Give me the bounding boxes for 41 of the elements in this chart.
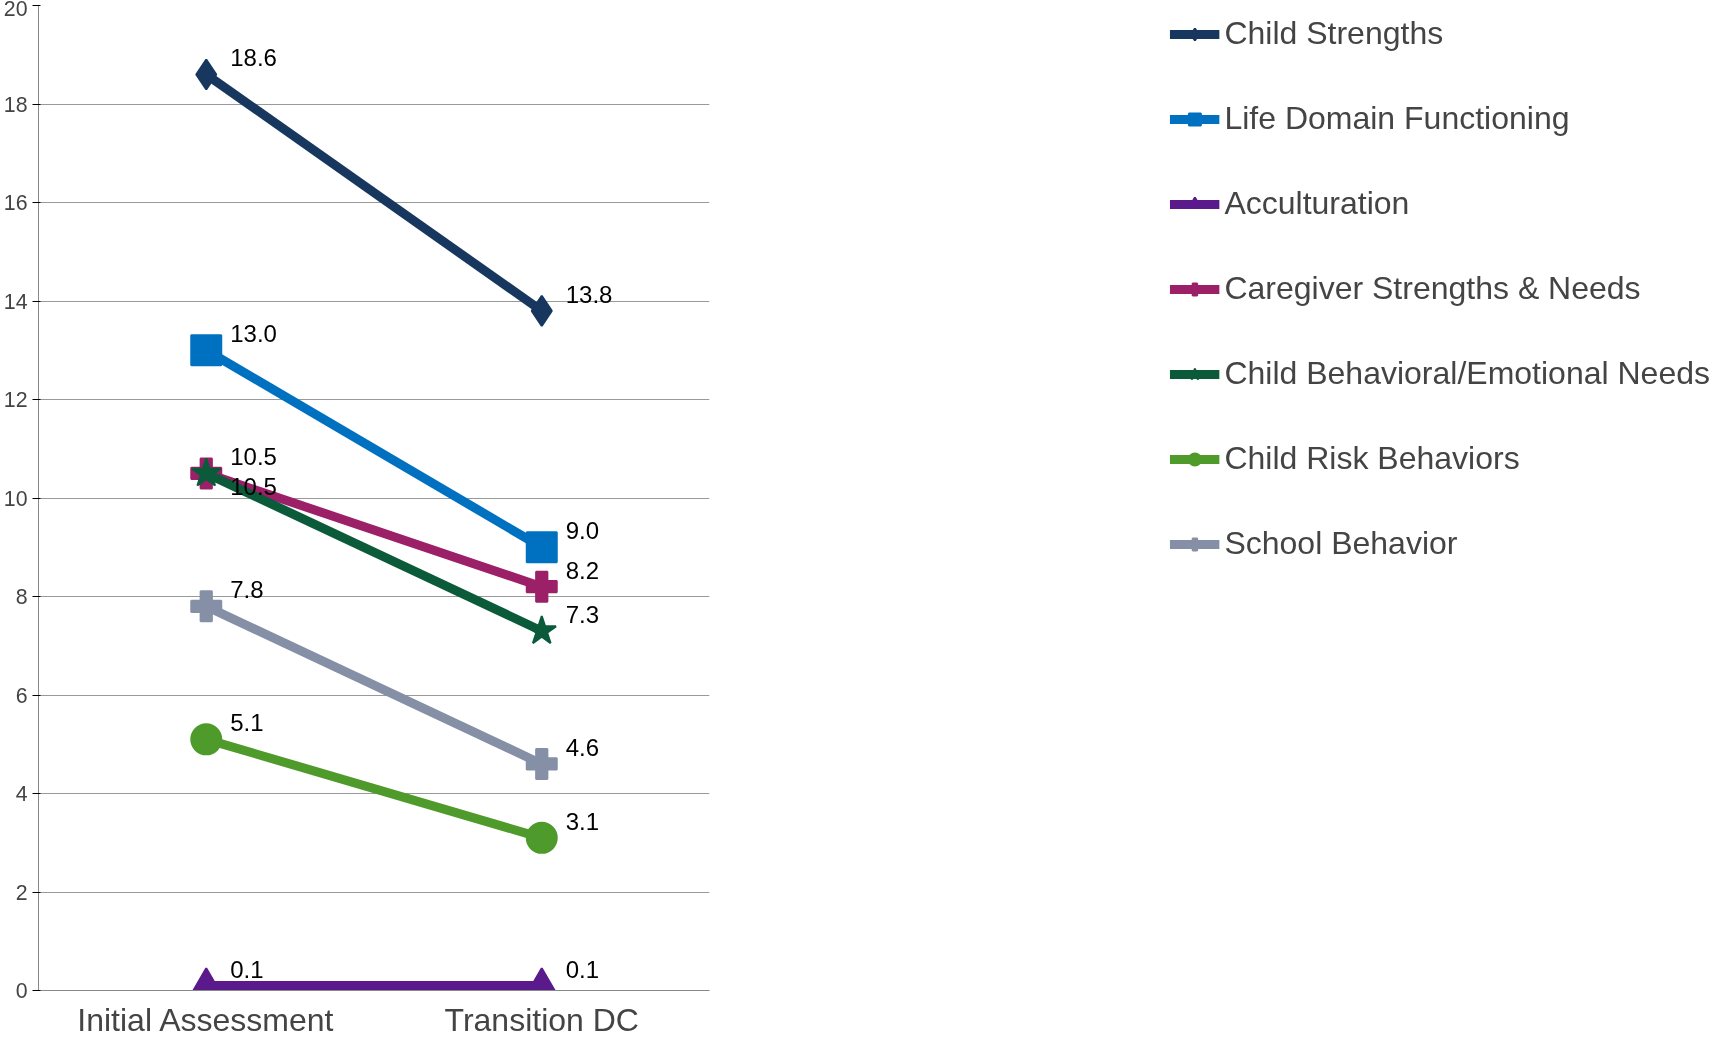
point xyxy=(525,570,558,603)
y-tick-label: 12 xyxy=(3,388,28,412)
y-tick-label: 18 xyxy=(3,92,28,117)
data-label: 13.8 xyxy=(565,280,613,308)
point xyxy=(190,590,223,623)
y-tick-label: 4 xyxy=(15,782,28,806)
data-label: 18.6 xyxy=(230,44,277,72)
data-label: 5.1 xyxy=(230,709,264,737)
data-label: 10.5 xyxy=(230,443,277,471)
point xyxy=(525,747,558,780)
y-tick-label: 0 xyxy=(15,979,28,1003)
y-tick-label: 8 xyxy=(15,585,28,609)
y-tick-label: 14 xyxy=(3,289,28,314)
y-tick-label: 6 xyxy=(15,683,28,708)
legend-label: Life Domain Functioning xyxy=(1224,100,1570,137)
legend-label: Child Risk Behaviors xyxy=(1224,440,1520,477)
y-tick-label: 20 xyxy=(3,0,28,21)
y-tick-label: 10 xyxy=(3,486,28,511)
legend-label: Caregiver Strengths & Needs xyxy=(1224,270,1641,307)
y-tick-label: 16 xyxy=(3,191,28,215)
data-label: 13.0 xyxy=(230,320,277,348)
legend-label: School Behavior xyxy=(1224,525,1458,562)
point xyxy=(190,334,223,367)
data-label: 0.1 xyxy=(565,955,600,983)
data-label: 8.2 xyxy=(565,556,600,584)
data-label: 7.8 xyxy=(230,576,264,604)
data-label: 4.6 xyxy=(565,733,600,761)
y-tick-label: 2 xyxy=(15,880,28,905)
data-label: 9.0 xyxy=(565,517,600,545)
legend-label: Child Strengths xyxy=(1224,15,1444,52)
x-tick-label: Transition DC xyxy=(444,1001,639,1038)
legend-label: Child Behavioral/Emotional Needs xyxy=(1224,355,1710,392)
point xyxy=(525,821,558,854)
point xyxy=(525,531,558,564)
legend-label: Acculturation xyxy=(1224,185,1410,222)
data-label: 3.1 xyxy=(565,807,600,835)
point xyxy=(190,723,223,756)
x-tick-label: Initial Assessment xyxy=(77,1001,334,1038)
data-label: 0.1 xyxy=(230,955,264,983)
data-label: 10.5 xyxy=(230,473,277,501)
data-label: 7.3 xyxy=(565,600,600,628)
